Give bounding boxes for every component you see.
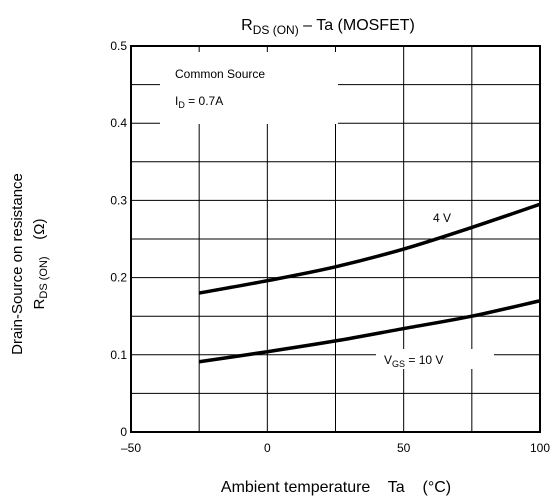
series-label-10v-rest: = 10 V [405,353,443,367]
y-axis-label: Drain-Source on resistance RDS (ON) (Ω) [9,173,50,355]
series-label-4v: 4 V [433,211,451,225]
legend-box: Common Source ID = 0.7A [160,52,338,124]
legend-box-background [160,52,338,124]
chart-title-sub: DS (ON) [253,23,299,37]
y-axis-label-gap [31,240,48,257]
x-tick-label: –50 [121,441,141,455]
y-tick-label: 0.5 [110,39,127,53]
legend-line-2: ID = 0.7A [175,94,223,110]
series-label-10v: VGS = 10 V [384,353,443,369]
chart-title: RDS (ON) – Ta (MOSFET) [241,17,415,37]
y-axis-label-line-2: RDS (ON) (Ω) [31,219,50,310]
series-line-4v [198,202,541,295]
y-tick-label: 0 [120,425,127,439]
legend-line-2-main: I [175,94,178,108]
y-axis-label-line-2-sub: DS (ON) [38,256,50,298]
legend-line-1: Common Source [175,67,265,81]
y-axis-label-line-2-main: R [31,298,48,309]
legend-line-2-rest: = 0.7A [185,94,223,108]
plot-frame [130,45,541,433]
y-tick-label: 0.1 [110,348,127,362]
y-tick-label: 0.3 [110,193,127,207]
series-label-10v-main: V [384,353,392,367]
series-line-10v [198,299,541,364]
chart-title-main: R [241,17,253,34]
x-tick-label: 100 [530,441,550,455]
series-group [198,202,541,364]
x-tick-label: 50 [397,441,411,455]
y-tick-label: 0.2 [110,271,127,285]
y-tick-label: 0.4 [110,116,127,130]
y-axis-label-line-1: Drain-Source on resistance [9,173,26,355]
legend-line-2-sub: D [178,100,185,110]
series-label-10v-sub: GS [392,359,405,369]
chart-title-rest: – Ta (MOSFET) [299,17,415,34]
series-label-10v-background [376,349,494,369]
x-tick-label: 0 [264,441,271,455]
x-axis-label: Ambient temperature Ta (°C) [221,479,451,496]
tick-labels: –50 0 50 100 0 0.1 0.2 0.3 0.4 0.5 [110,39,550,455]
y-axis-label-line-2-unit: (Ω) [31,219,48,240]
